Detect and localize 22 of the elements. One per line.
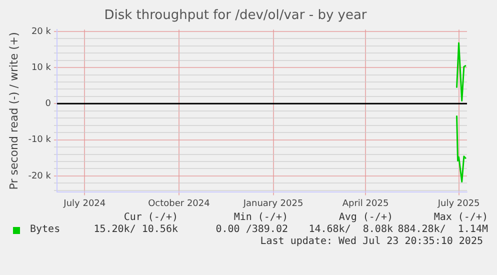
y-tick-label: -10 k <box>28 135 52 146</box>
y-axis-title: Pr second read (-) / write (+) <box>7 32 20 190</box>
text: Last update: Wed Jul 23 20:35:10 2025 <box>259 236 483 248</box>
y-tick-label: 20 k <box>31 26 52 37</box>
text: 15.20k/ 10.56k <box>92 224 178 236</box>
text: 14.68k/ 8.08k <box>308 224 393 236</box>
text: 0.00 /389.02 <box>214 224 288 236</box>
x-tick-label: July 2025 <box>436 198 480 209</box>
legend-label: Bytes <box>29 224 62 236</box>
y-tick-label: -20 k <box>28 171 52 182</box>
chart-title: Disk throughput for /dev/ol/var - by year <box>104 8 368 24</box>
x-tick-label: January 2025 <box>242 198 304 209</box>
text: Avg (-/+) <box>338 212 393 224</box>
x-tick-label: July 2024 <box>62 198 106 209</box>
text: Cur (-/+) <box>122 212 178 224</box>
y-tick-label: 10 k <box>31 62 52 73</box>
text: Max (-/+) <box>432 212 488 224</box>
x-tick-label: October 2024 <box>148 198 210 209</box>
text: Min (-/+) <box>232 212 288 224</box>
text: 884.28k/ 1.14M <box>396 224 488 236</box>
x-tick-label: April 2025 <box>342 198 389 209</box>
y-tick-label: 0 <box>45 99 52 110</box>
